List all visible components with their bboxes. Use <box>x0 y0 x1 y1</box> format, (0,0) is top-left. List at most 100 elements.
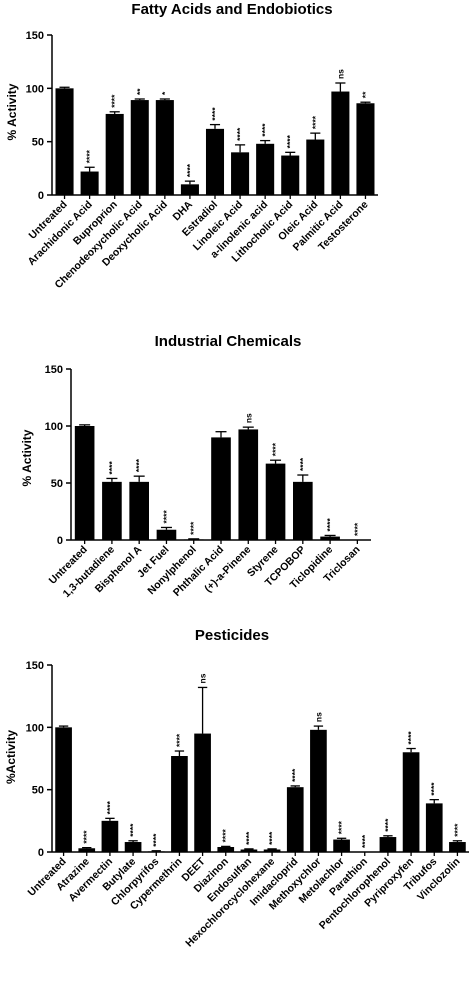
significance-label: ns <box>335 69 345 79</box>
significance-label: **** <box>406 731 416 745</box>
bar <box>293 481 313 540</box>
bar <box>256 143 275 195</box>
significance-label: **** <box>260 123 270 137</box>
y-axis-label: % Activity <box>5 83 19 140</box>
significance-label: **** <box>151 833 161 847</box>
significance-label: **** <box>290 768 300 782</box>
bar <box>155 100 174 195</box>
y-tick-label: 50 <box>32 137 44 149</box>
bar <box>320 536 340 540</box>
y-tick-label: 100 <box>26 722 44 734</box>
bar <box>238 429 259 540</box>
significance-label: * <box>160 91 170 95</box>
y-tick-label: 150 <box>26 660 44 672</box>
y-tick-label: 0 <box>38 190 44 202</box>
bar <box>331 91 350 195</box>
bar <box>147 851 165 852</box>
bar <box>449 842 466 852</box>
significance-label: ns <box>198 673 208 683</box>
y-tick-label: 100 <box>45 421 63 433</box>
significance-label: **** <box>244 831 254 845</box>
bar <box>183 539 204 540</box>
y-tick-label: 50 <box>51 478 63 490</box>
bar <box>78 848 96 852</box>
significance-label: **** <box>210 107 220 121</box>
bar <box>310 729 327 852</box>
bar <box>356 103 375 195</box>
significance-label: **** <box>267 831 277 845</box>
significance-label: **** <box>360 834 370 848</box>
significance-label: **** <box>352 522 362 536</box>
bar <box>124 842 142 852</box>
significance-label: ns <box>243 413 253 423</box>
significance-label: **** <box>452 823 462 837</box>
bar <box>194 733 211 852</box>
bar <box>281 155 300 195</box>
significance-label: **** <box>107 461 117 475</box>
bar <box>425 803 443 852</box>
y-axis-label: % Activity <box>20 429 34 486</box>
significance-label: **** <box>82 830 92 844</box>
significance-label: **** <box>85 149 95 163</box>
significance-label: **** <box>271 442 281 456</box>
bar <box>129 481 149 540</box>
significance-label: **** <box>105 800 115 814</box>
bar <box>80 171 99 195</box>
panel-title: Industrial Chemicals <box>155 333 302 350</box>
significance-label: **** <box>189 521 199 535</box>
bar <box>306 139 325 195</box>
bar <box>101 820 119 852</box>
bar <box>156 529 177 540</box>
significance-label: **** <box>285 134 295 148</box>
panel-title: Pesticides <box>195 627 269 644</box>
significance-label: **** <box>221 828 231 842</box>
panel-1: Fatty Acids and Endobiotics % Activity 0 50… <box>5 1 378 291</box>
bar <box>265 463 286 540</box>
significance-label: **** <box>429 782 439 796</box>
significance-label: **** <box>337 820 347 834</box>
bar <box>217 847 235 852</box>
significance-label: **** <box>383 818 393 832</box>
significance-label: ** <box>135 88 145 95</box>
bar <box>379 837 397 852</box>
significance-label: **** <box>185 163 195 177</box>
y-tick-label: 50 <box>32 785 44 797</box>
bar <box>211 437 231 540</box>
y-axis-label: %Activity <box>4 730 18 784</box>
bar <box>240 849 258 852</box>
significance-label: **** <box>298 457 308 471</box>
bar <box>105 113 124 195</box>
bar <box>171 756 188 852</box>
y-tick-label: 100 <box>26 83 44 95</box>
bar <box>55 88 74 195</box>
bar <box>402 752 420 852</box>
y-tick-label: 150 <box>45 364 63 376</box>
panel-2: Industrial Chemicals% Activity050100150U… <box>20 333 371 600</box>
y-tick-label: 0 <box>38 847 44 859</box>
bar <box>55 727 72 852</box>
significance-label: **** <box>325 518 335 532</box>
y-tick-label: 150 <box>26 30 44 42</box>
significance-label: **** <box>134 458 144 472</box>
bar <box>333 839 350 852</box>
bar <box>205 128 225 195</box>
significance-label: **** <box>110 94 120 108</box>
significance-label: **** <box>235 127 245 141</box>
panel-title: Fatty Acids and Endobiotics <box>131 1 332 18</box>
significance-label: **** <box>128 823 138 837</box>
bar <box>180 184 199 195</box>
bar <box>74 426 95 540</box>
significance-label: ns <box>313 712 323 722</box>
significance-label: ** <box>360 91 370 98</box>
significance-label: **** <box>161 510 171 524</box>
bar <box>263 849 281 852</box>
panel-3: Pesticides%Activity050100150UntreatedAtr… <box>4 627 469 950</box>
significance-label: **** <box>174 733 184 747</box>
bar <box>102 481 122 540</box>
significance-label: **** <box>310 115 320 129</box>
bar <box>130 100 149 195</box>
bar <box>286 787 304 852</box>
bar <box>231 152 250 195</box>
y-tick-label: 0 <box>57 535 63 547</box>
